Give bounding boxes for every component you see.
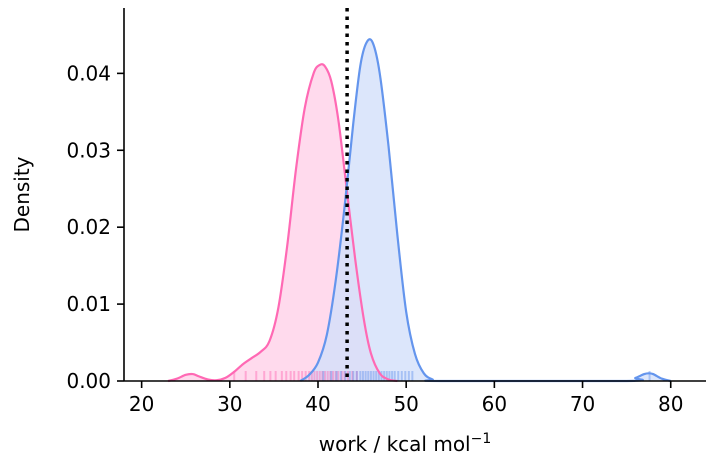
x-tick-label: 60 <box>482 392 507 416</box>
x-tick-label: 20 <box>129 392 154 416</box>
x-tick-label: 70 <box>570 392 595 416</box>
y-axis-label: Density <box>10 156 34 232</box>
density-fill-2 <box>300 39 671 382</box>
density-line-2 <box>299 38 672 383</box>
x-tick-label: 40 <box>305 392 330 416</box>
y-tick-label: 0.00 <box>66 369 111 393</box>
y-tick-label: 0.02 <box>66 215 111 239</box>
x-tick-label: 50 <box>393 392 418 416</box>
x-tick-label: 80 <box>658 392 683 416</box>
y-tick-label: 0.01 <box>66 292 111 316</box>
y-tick-label: 0.03 <box>66 138 111 162</box>
x-tick-label: 30 <box>217 392 242 416</box>
y-tick-label: 0.04 <box>66 61 111 85</box>
x-axis-label: work / kcal mol−1 <box>319 431 492 456</box>
density-line-1 <box>167 63 398 383</box>
